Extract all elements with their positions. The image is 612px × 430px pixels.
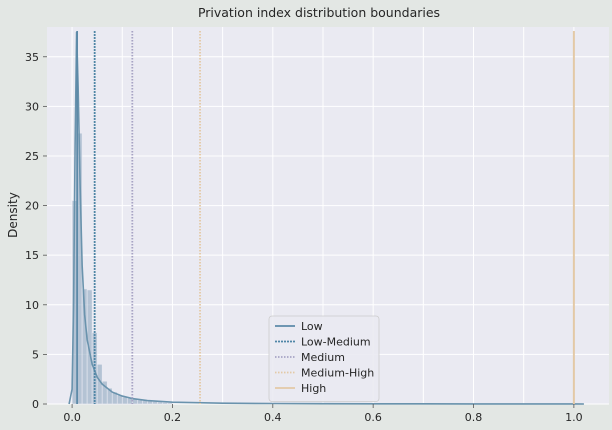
legend-box <box>268 315 380 402</box>
y-tick-label: 10 <box>25 299 39 312</box>
x-axis-ticks: 0.0 0.2 0.4 0.6 0.8 1.0 <box>63 404 583 424</box>
y-tick-label: 15 <box>25 249 39 262</box>
y-tick-label: 5 <box>32 348 39 361</box>
y-axis-ticks: 0 5 10 15 20 25 30 35 <box>25 51 47 411</box>
x-tick-label: 0.4 <box>264 411 282 424</box>
histogram-bar <box>167 402 173 405</box>
chart-title: Privation index distribution boundaries <box>198 5 440 20</box>
x-tick-label: 0.6 <box>364 411 382 424</box>
legend-label: Medium-High <box>301 367 374 380</box>
x-tick-label: 0.8 <box>465 411 483 424</box>
legend: Low Low-Medium Medium Medium-High High <box>268 315 380 402</box>
x-tick-label: 0.2 <box>164 411 182 424</box>
boundary-lines <box>76 30 575 404</box>
legend-label: Low-Medium <box>301 336 371 349</box>
y-tick-label: 30 <box>25 100 39 113</box>
legend-label: Medium <box>301 351 345 364</box>
y-tick-label: 20 <box>25 200 39 213</box>
x-tick-label: 0.0 <box>63 411 81 424</box>
legend-label: Low <box>301 320 323 333</box>
x-tick-label: 1.0 <box>565 411 583 424</box>
histogram-bar <box>137 399 143 405</box>
y-tick-label: 35 <box>25 51 39 64</box>
histogram-bar <box>157 401 163 405</box>
y-tick-label: 0 <box>32 398 39 411</box>
y-tick-label: 25 <box>25 150 39 163</box>
legend-label: High <box>301 382 326 395</box>
y-axis-label: Density <box>6 192 20 238</box>
histogram-bar <box>121 396 128 405</box>
histogram-bar <box>162 402 168 405</box>
